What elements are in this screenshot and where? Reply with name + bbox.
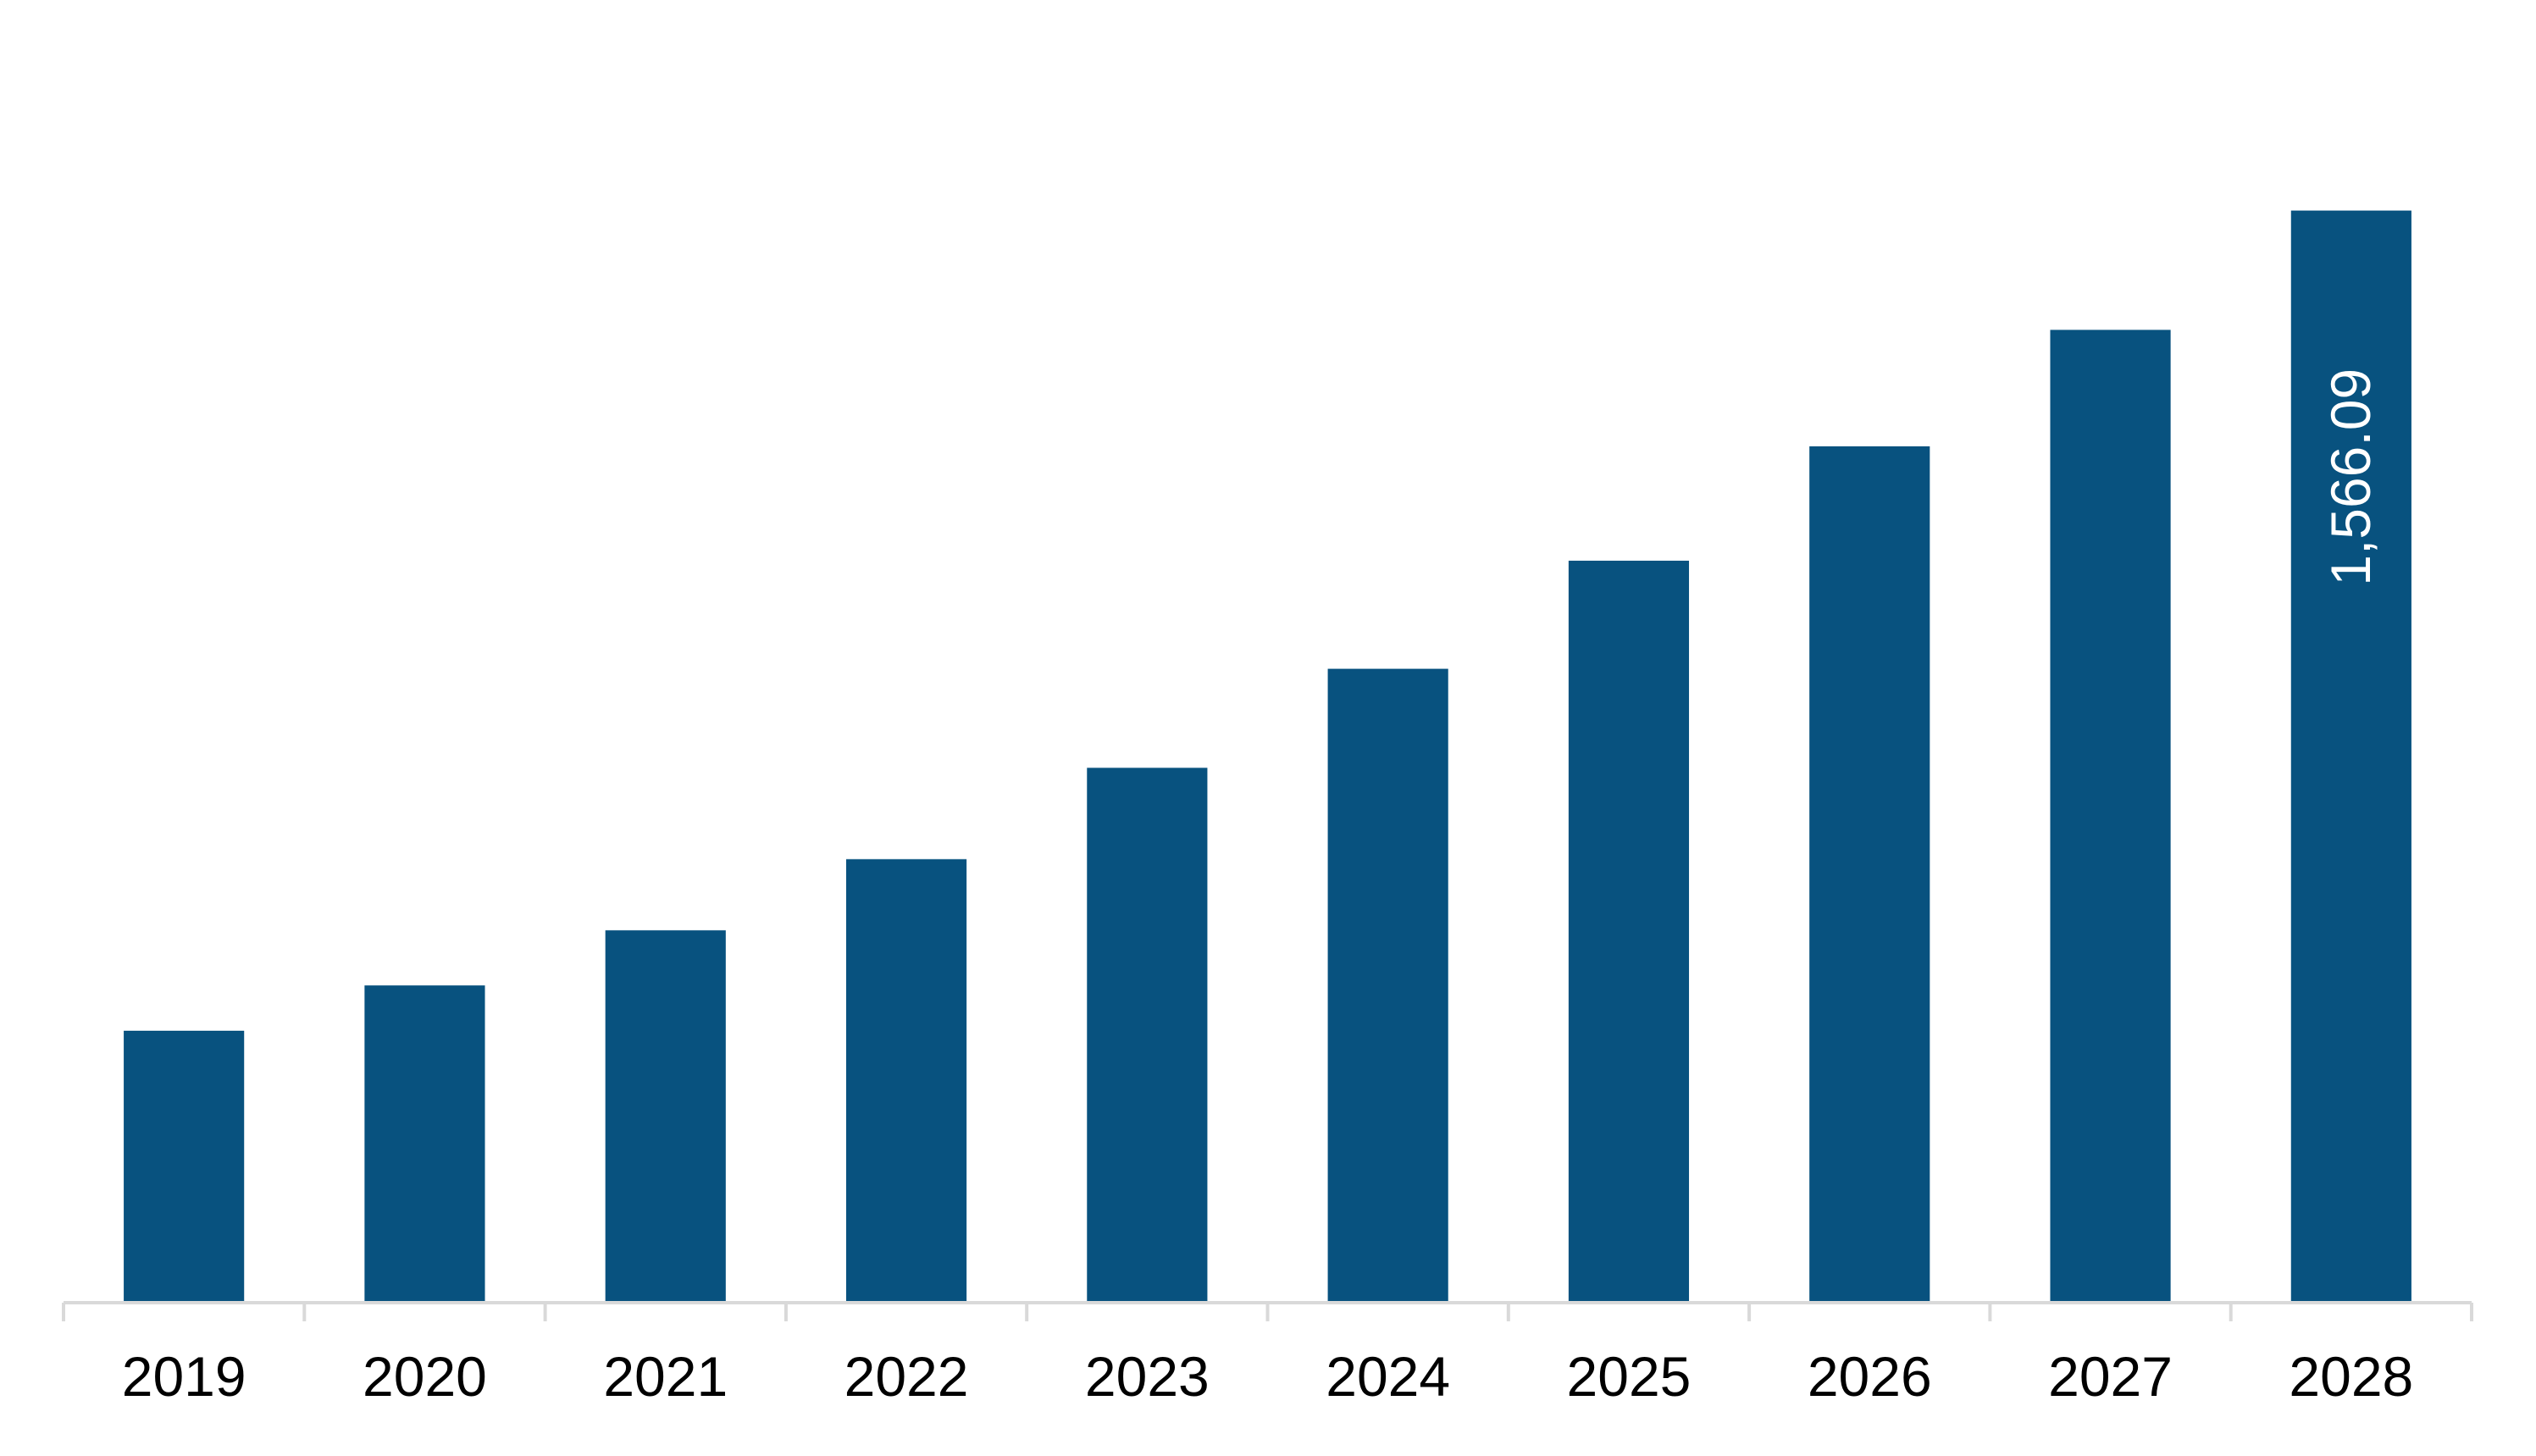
bar-2024	[1327, 668, 1448, 1303]
x-tick-label-2019: 2019	[122, 1345, 246, 1408]
bar-2020	[364, 985, 485, 1303]
bar-2019	[124, 1030, 245, 1303]
x-tick-label-2023: 2023	[1085, 1345, 1210, 1408]
bars	[124, 210, 2411, 1304]
x-tick-label-2024: 2024	[1326, 1345, 1450, 1408]
x-axis: 2019 2020 2021 2022 2023 2024 2025 2026 2027 2028	[62, 1301, 2473, 1408]
x-tick-label-2022: 2022	[844, 1345, 969, 1408]
data-label-2028: 1,566.09	[2319, 368, 2382, 586]
bar-2026	[1809, 446, 1930, 1303]
bar-2023	[1087, 767, 1208, 1303]
bar-2022	[845, 859, 967, 1303]
data-labels: 1,566.09	[2319, 368, 2382, 586]
x-tick-label-2021: 2021	[603, 1345, 728, 1408]
bar-2027	[2050, 329, 2171, 1304]
x-tick-label-2028: 2028	[2289, 1345, 2413, 1408]
bar-2028	[2290, 210, 2411, 1303]
bar-2025	[1568, 560, 1690, 1303]
x-tick-label-2026: 2026	[1808, 1345, 1932, 1408]
x-tick-label-2020: 2020	[363, 1345, 487, 1408]
x-tick-label-2027: 2027	[2048, 1345, 2173, 1408]
x-tick-label-2025: 2025	[1567, 1345, 1692, 1408]
bar-2021	[605, 930, 726, 1303]
